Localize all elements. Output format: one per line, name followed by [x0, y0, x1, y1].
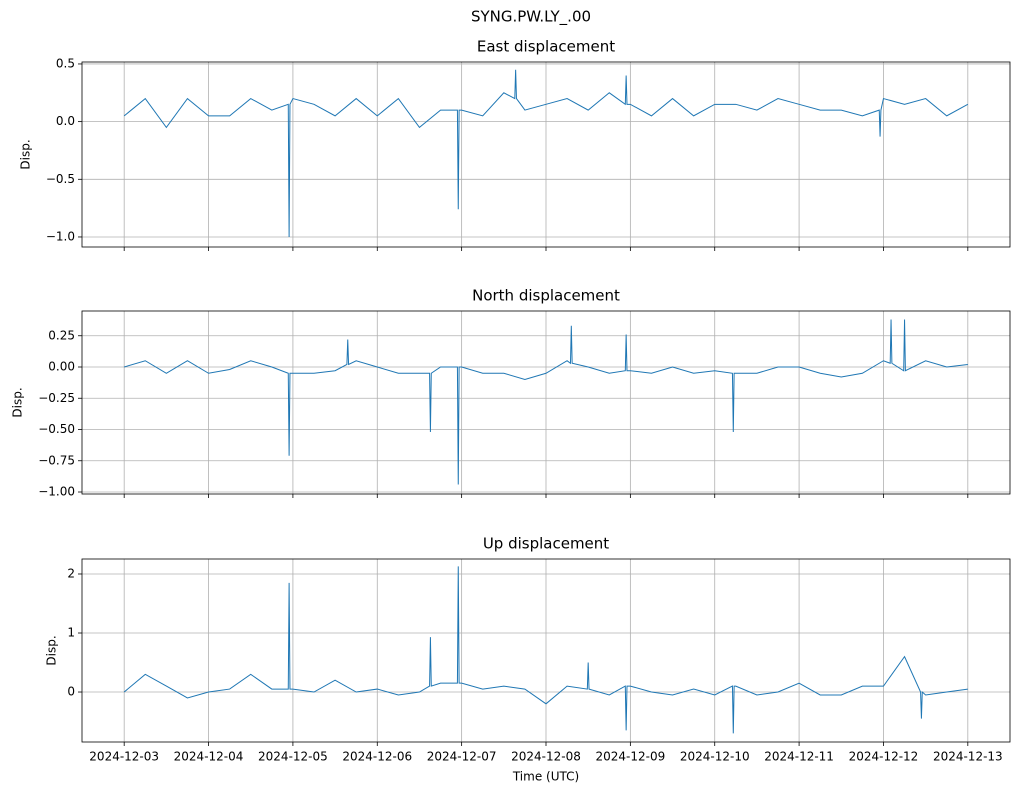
x-axis-label: Time (UTC) [512, 770, 579, 784]
y-tick-label: −1.0 [46, 229, 75, 243]
y-tick-label: 0.0 [56, 114, 75, 128]
y-tick-label: −0.5 [46, 172, 75, 186]
axes-frame [81, 310, 1011, 495]
x-tick-label: 2024-12-12 [849, 750, 919, 764]
x-tick-label: 2024-12-10 [680, 750, 750, 764]
data-line [123, 566, 968, 734]
y-tick-label: −0.25 [38, 391, 75, 405]
y-axis-label: Disp. [45, 635, 59, 665]
x-tick-label: 2024-12-13 [933, 750, 1003, 764]
y-tick-label: 0 [67, 685, 75, 699]
y-tick-label: −1.00 [38, 485, 75, 499]
x-tick-label: 2024-12-03 [89, 750, 159, 764]
x-tick-label: 2024-12-11 [764, 750, 834, 764]
y-tick-label: 2 [67, 566, 75, 580]
x-tick-label: 2024-12-08 [511, 750, 581, 764]
data-line [124, 319, 968, 485]
axes-frame [81, 558, 1011, 743]
x-tick-label: 2024-12-06 [342, 750, 412, 764]
y-axis-label: Disp. [11, 387, 25, 417]
y-tick-label: 0.00 [48, 360, 75, 374]
x-tick-label: 2024-12-09 [595, 750, 665, 764]
y-tick-label: 0.5 [56, 56, 75, 70]
panel-title: Up displacement [483, 535, 609, 553]
panel-title: North displacement [472, 287, 620, 305]
y-tick-label: 0.25 [48, 328, 75, 342]
x-tick-label: 2024-12-04 [174, 750, 244, 764]
y-axis-label: Disp. [19, 139, 33, 169]
x-tick-label: 2024-12-07 [427, 750, 497, 764]
axes-frame [81, 61, 1011, 248]
x-tick-label: 2024-12-05 [258, 750, 328, 764]
panel-title: East displacement [477, 38, 615, 56]
y-tick-label: −0.50 [38, 422, 75, 436]
data-line [123, 69, 969, 237]
y-tick-label: 1 [67, 626, 75, 640]
figure-title: SYNG.PW.LY_.00 [471, 8, 591, 27]
y-tick-label: −0.75 [38, 453, 75, 467]
